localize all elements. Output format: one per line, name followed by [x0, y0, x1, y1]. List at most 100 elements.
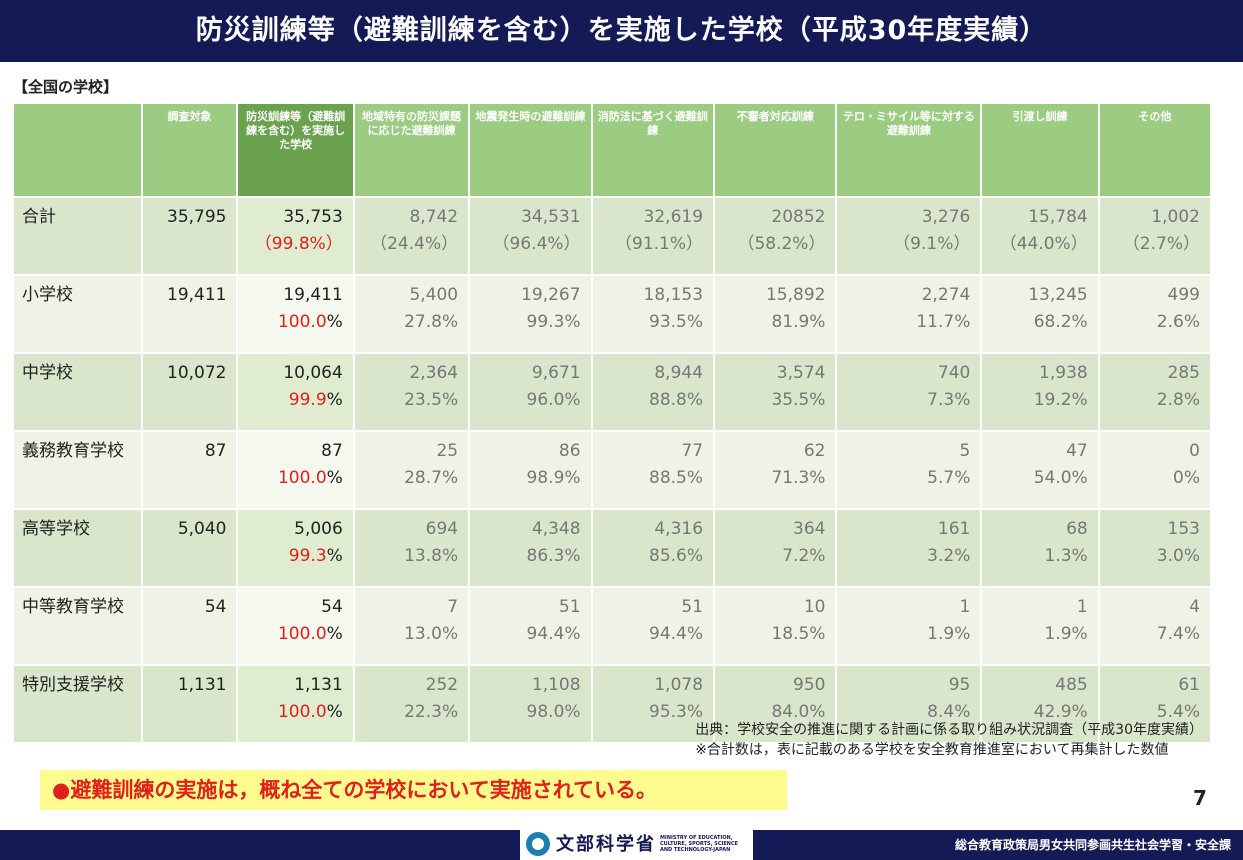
table-cell: 20852 （58.2%） — [715, 198, 836, 274]
cell-rate: 28.7% — [404, 468, 459, 488]
implemented-cell: 35,753 （99.8%） — [238, 198, 353, 274]
implemented-rate: 100.0% — [246, 465, 343, 492]
cell-count: 13,245 — [1028, 285, 1088, 305]
cell-rate: 95.3% — [649, 702, 704, 722]
cell-rate: 54.0% — [1033, 468, 1088, 488]
row-label: 高等学校 — [14, 510, 141, 586]
implemented-cell: 5,006 99.3% — [238, 510, 353, 586]
col-header-implemented: 防災訓練等（避難訓練を含む）を実施した学校 — [238, 104, 353, 196]
cell-rate: （9.1%） — [893, 234, 971, 254]
rate-suffix: % — [326, 546, 343, 566]
cell-count: 9,671 — [531, 363, 581, 383]
cell-count: 62 — [803, 441, 826, 461]
table-cell: 10 18.5% — [715, 588, 836, 664]
cell-count: 25 — [436, 441, 459, 461]
cell-count: 499 — [1167, 285, 1200, 305]
cell-count: 8,944 — [654, 363, 704, 383]
cell-count: 1,002 — [1151, 207, 1200, 227]
table-cell: 499 2.6% — [1099, 276, 1210, 352]
table-cell: 4 7.4% — [1099, 588, 1210, 664]
logo-ja: 文部科学省 — [556, 834, 656, 855]
table-cell: 153 3.0% — [1099, 510, 1210, 586]
cell-rate: 81.9% — [771, 312, 826, 332]
cell-count: 51 — [558, 597, 581, 617]
table-row: 中学校 10,072 10,064 99.9% 2,364 23.5% 9,671… — [14, 354, 1210, 430]
cell-count: 1,108 — [531, 675, 581, 695]
cell-rate: 42.9% — [1033, 702, 1088, 722]
implemented-count: 19,411 — [283, 285, 343, 305]
source-text: 出典：学校安全の推進に関する計画に係る取り組み状況調査（平成30年度実績） — [695, 722, 1203, 738]
cell-count: 950 — [793, 675, 826, 695]
cell-rate: 13.0% — [404, 624, 459, 644]
cell-rate: 11.7% — [916, 312, 971, 332]
table-cell: 5,400 27.8% — [354, 276, 469, 352]
cell-count: 7 — [447, 597, 459, 617]
cell-count: 15,892 — [765, 285, 826, 305]
row-label: 合計 — [14, 198, 141, 274]
corner-cell — [14, 104, 141, 196]
cell-rate: 18.5% — [771, 624, 826, 644]
table-row: 義務教育学校 87 87 100.0% 25 28.7% 86 98.9% 77 … — [14, 432, 1210, 508]
cell-count: 18,153 — [643, 285, 704, 305]
cell-count: 0 — [1189, 441, 1200, 461]
cell-count: 32,619 — [643, 207, 704, 227]
cell-rate: 23.5% — [404, 390, 459, 410]
cell-rate: 98.9% — [526, 468, 581, 488]
footer: 文部科学省 MINISTRY OF EDUCATION, CULTURE, SP… — [0, 830, 1243, 860]
rate-suffix: % — [326, 390, 343, 410]
col-header-fire-law: 消防法に基づく避難訓練 — [592, 104, 714, 196]
table-cell: 62 71.3% — [715, 432, 836, 508]
table-cell: 0 0% — [1099, 432, 1210, 508]
table-cell: 2,274 11.7% — [837, 276, 981, 352]
cell-rate: （2.7%） — [1122, 234, 1200, 254]
row-label: 中学校 — [14, 354, 141, 430]
cell-rate: 84.0% — [771, 702, 826, 722]
table-cell: 8,742 （24.4%） — [354, 198, 469, 274]
recount-note: ※合計数は，表に記載のある学校を安全教育推進室において再集計した数値 — [695, 742, 1169, 758]
table-cell: 95 8.4% — [837, 666, 981, 742]
cell-rate: 98.0% — [526, 702, 581, 722]
cell-rate: 71.3% — [771, 468, 826, 488]
table-cell: 2,364 23.5% — [354, 354, 469, 430]
cell-count: 61 — [1178, 675, 1200, 695]
table-cell: 1 1.9% — [982, 588, 1098, 664]
table-cell: 4,348 86.3% — [470, 510, 591, 586]
target-count: 10,072 — [142, 354, 237, 430]
training-table: 調査対象 防災訓練等（避難訓練を含む）を実施した学校 地域特有の防災課題に応じた… — [12, 102, 1212, 744]
table-cell: 15,784 （44.0%） — [982, 198, 1098, 274]
implemented-cell: 10,064 99.9% — [238, 354, 353, 430]
cell-count: 3,276 — [921, 207, 971, 227]
target-count: 35,795 — [142, 198, 237, 274]
implemented-rate: 99.9% — [246, 387, 343, 414]
cell-rate: 22.3% — [404, 702, 459, 722]
cell-count: 740 — [937, 363, 971, 383]
table-cell: 4,316 85.6% — [592, 510, 714, 586]
implemented-count: 35,753 — [283, 207, 343, 227]
implemented-rate: 100.0% — [246, 309, 343, 336]
table-cell: 694 13.8% — [354, 510, 469, 586]
cell-count: 3,574 — [776, 363, 826, 383]
cell-count: 34,531 — [521, 207, 581, 227]
table-row: 特別支援学校 1,131 1,131 100.0% 252 22.3% 1,108… — [14, 666, 1210, 742]
cell-rate: （24.4%） — [370, 234, 459, 254]
table-cell: 47 54.0% — [982, 432, 1098, 508]
table-cell: 161 3.2% — [837, 510, 981, 586]
cell-count: 364 — [793, 519, 826, 539]
cell-count: 4,316 — [654, 519, 704, 539]
table-cell: 15,892 81.9% — [715, 276, 836, 352]
table-row: 合計 35,795 35,753 （99.8%） 8,742 （24.4%） 34… — [14, 198, 1210, 274]
rate-value: 100.0 — [277, 312, 327, 332]
table-cell: 77 88.5% — [592, 432, 714, 508]
cell-rate: 94.4% — [649, 624, 704, 644]
cell-rate: 2.8% — [1156, 390, 1200, 410]
implemented-cell: 19,411 100.0% — [238, 276, 353, 352]
cell-rate: （91.1%） — [615, 234, 704, 254]
table-cell: 950 84.0% — [715, 666, 836, 742]
footer-department: 総合教育政策局男女共同参画共生社会学習・安全課 — [753, 830, 1243, 860]
table-row: 高等学校 5,040 5,006 99.3% 694 13.8% 4,348 86… — [14, 510, 1210, 586]
col-header-handover: 引渡し訓練 — [982, 104, 1098, 196]
row-label: 義務教育学校 — [14, 432, 141, 508]
cell-rate: 88.5% — [649, 468, 704, 488]
implemented-rate: 100.0% — [246, 621, 343, 648]
col-header-intruder: 不審者対応訓練 — [715, 104, 836, 196]
